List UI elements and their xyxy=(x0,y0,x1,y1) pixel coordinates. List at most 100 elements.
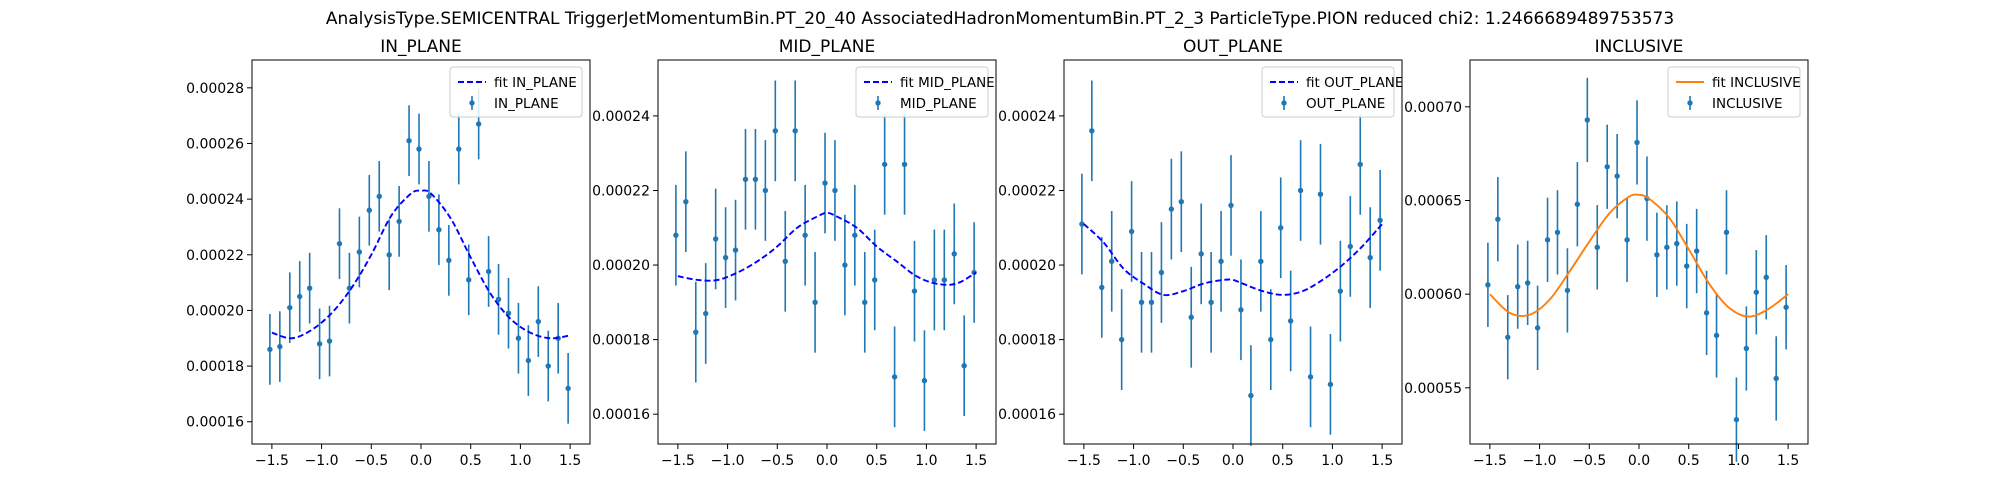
x-tick-label: 0.0 xyxy=(410,453,432,469)
data-point xyxy=(1614,173,1620,179)
data-point xyxy=(485,268,492,275)
data-point xyxy=(1515,283,1521,290)
data-point xyxy=(1337,288,1344,294)
data-point xyxy=(1079,221,1085,227)
data-point xyxy=(416,146,422,152)
x-tick-label: −0.5 xyxy=(354,453,388,469)
data-point xyxy=(1723,229,1730,236)
data-point xyxy=(366,207,373,213)
x-tick-label: −1.0 xyxy=(305,453,339,469)
x-tick-label: 0.0 xyxy=(816,453,838,469)
data-point xyxy=(921,377,928,384)
x-tick-label: −1.5 xyxy=(661,453,695,469)
x-tick-label: −0.5 xyxy=(760,453,794,469)
legend-box xyxy=(1667,66,1801,118)
axes-frame xyxy=(1469,59,1809,445)
data-point xyxy=(1713,332,1720,339)
data-point xyxy=(466,277,472,283)
legend-data-marker xyxy=(1281,100,1287,106)
data-point xyxy=(1228,202,1234,209)
data-point xyxy=(1118,336,1125,343)
data-point xyxy=(1604,164,1610,170)
x-tick-label: 1.5 xyxy=(965,453,987,469)
data-point xyxy=(1554,229,1561,236)
data-point xyxy=(1634,139,1640,146)
legend-box xyxy=(449,66,583,118)
y-tick-label: 0.00070 xyxy=(1404,100,1462,116)
data-point xyxy=(772,128,779,134)
data-point xyxy=(1584,117,1591,123)
fit-curve xyxy=(1489,193,1789,318)
data-point xyxy=(336,240,343,247)
x-tick-label: 0.0 xyxy=(1628,453,1650,469)
legend-data-label: INCLUSIVE xyxy=(1712,96,1783,112)
data-point xyxy=(1495,216,1501,222)
x-tick-label: −0.5 xyxy=(1166,453,1200,469)
legend-fit-label: fit OUT_PLANE xyxy=(1306,75,1403,91)
data-point xyxy=(456,146,462,152)
data-point xyxy=(1763,274,1769,280)
data-point xyxy=(316,341,323,347)
legend-data-marker xyxy=(1687,100,1693,106)
data-point xyxy=(1624,237,1630,243)
data-point xyxy=(1743,345,1750,352)
y-tick-label: 0.00024 xyxy=(186,192,244,208)
fit-curve xyxy=(271,189,571,340)
x-tick-label: 0.0 xyxy=(1222,453,1244,469)
subplot-title: IN_PLANE xyxy=(380,37,461,57)
data-point xyxy=(961,363,967,369)
y-tick-label: 0.00028 xyxy=(186,81,244,97)
legend-data-marker xyxy=(875,100,881,106)
legend-data-marker xyxy=(469,100,475,106)
data-point xyxy=(545,363,551,369)
data-point xyxy=(732,247,739,253)
data-point xyxy=(1148,299,1155,306)
data-point xyxy=(426,193,432,200)
data-point xyxy=(356,249,363,255)
data-point xyxy=(872,277,878,283)
data-point xyxy=(287,304,293,311)
data-point xyxy=(1109,258,1115,265)
data-point xyxy=(1564,287,1571,294)
subplot-title: MID_PLANE xyxy=(779,37,875,57)
x-tick-label: −1.0 xyxy=(711,453,745,469)
data-point xyxy=(297,293,303,300)
x-tick-label: −1.0 xyxy=(1117,453,1151,469)
data-point xyxy=(792,128,798,134)
data-point xyxy=(406,137,412,144)
data-point xyxy=(396,218,402,225)
legend-data-label: OUT_PLANE xyxy=(1306,96,1385,112)
y-tick-label: 0.00016 xyxy=(592,407,650,423)
data-point xyxy=(742,176,749,183)
data-point xyxy=(951,251,957,257)
y-tick-label: 0.00026 xyxy=(186,136,244,152)
data-point xyxy=(941,277,948,283)
data-point xyxy=(535,318,542,325)
axes-frame xyxy=(251,59,591,445)
data-point xyxy=(386,252,392,258)
subplot-inclusive: INCLUSIVE −1.5 −1.0 −0.5 0.0 0.5 1.0 1.5 0.00055… xyxy=(1404,37,1809,469)
data-point xyxy=(376,193,382,200)
data-point xyxy=(1485,282,1491,288)
figure-suptitle: AnalysisType.SEMICENTRAL TriggerJetMomen… xyxy=(326,9,1674,29)
data-point xyxy=(1367,254,1373,261)
data-point xyxy=(673,232,679,238)
legend-fit-label: fit MID_PLANE xyxy=(900,75,995,91)
data-point xyxy=(1524,280,1531,286)
x-tick-label: −0.5 xyxy=(1572,453,1606,469)
fit-curve xyxy=(677,211,977,286)
x-tick-label: −1.5 xyxy=(1067,453,1101,469)
subplot-title: INCLUSIVE xyxy=(1595,37,1684,57)
data-point xyxy=(812,299,818,306)
data-point xyxy=(446,257,452,264)
x-tick-label: 0.5 xyxy=(866,453,888,469)
data-point xyxy=(1783,304,1789,310)
data-point xyxy=(822,180,828,186)
x-tick-label: 0.5 xyxy=(1272,453,1294,469)
legend-box xyxy=(855,66,989,118)
data-point xyxy=(693,329,699,335)
data-point xyxy=(1198,251,1204,257)
x-tick-label: 1.0 xyxy=(1727,453,1749,469)
data-point xyxy=(1238,307,1244,313)
